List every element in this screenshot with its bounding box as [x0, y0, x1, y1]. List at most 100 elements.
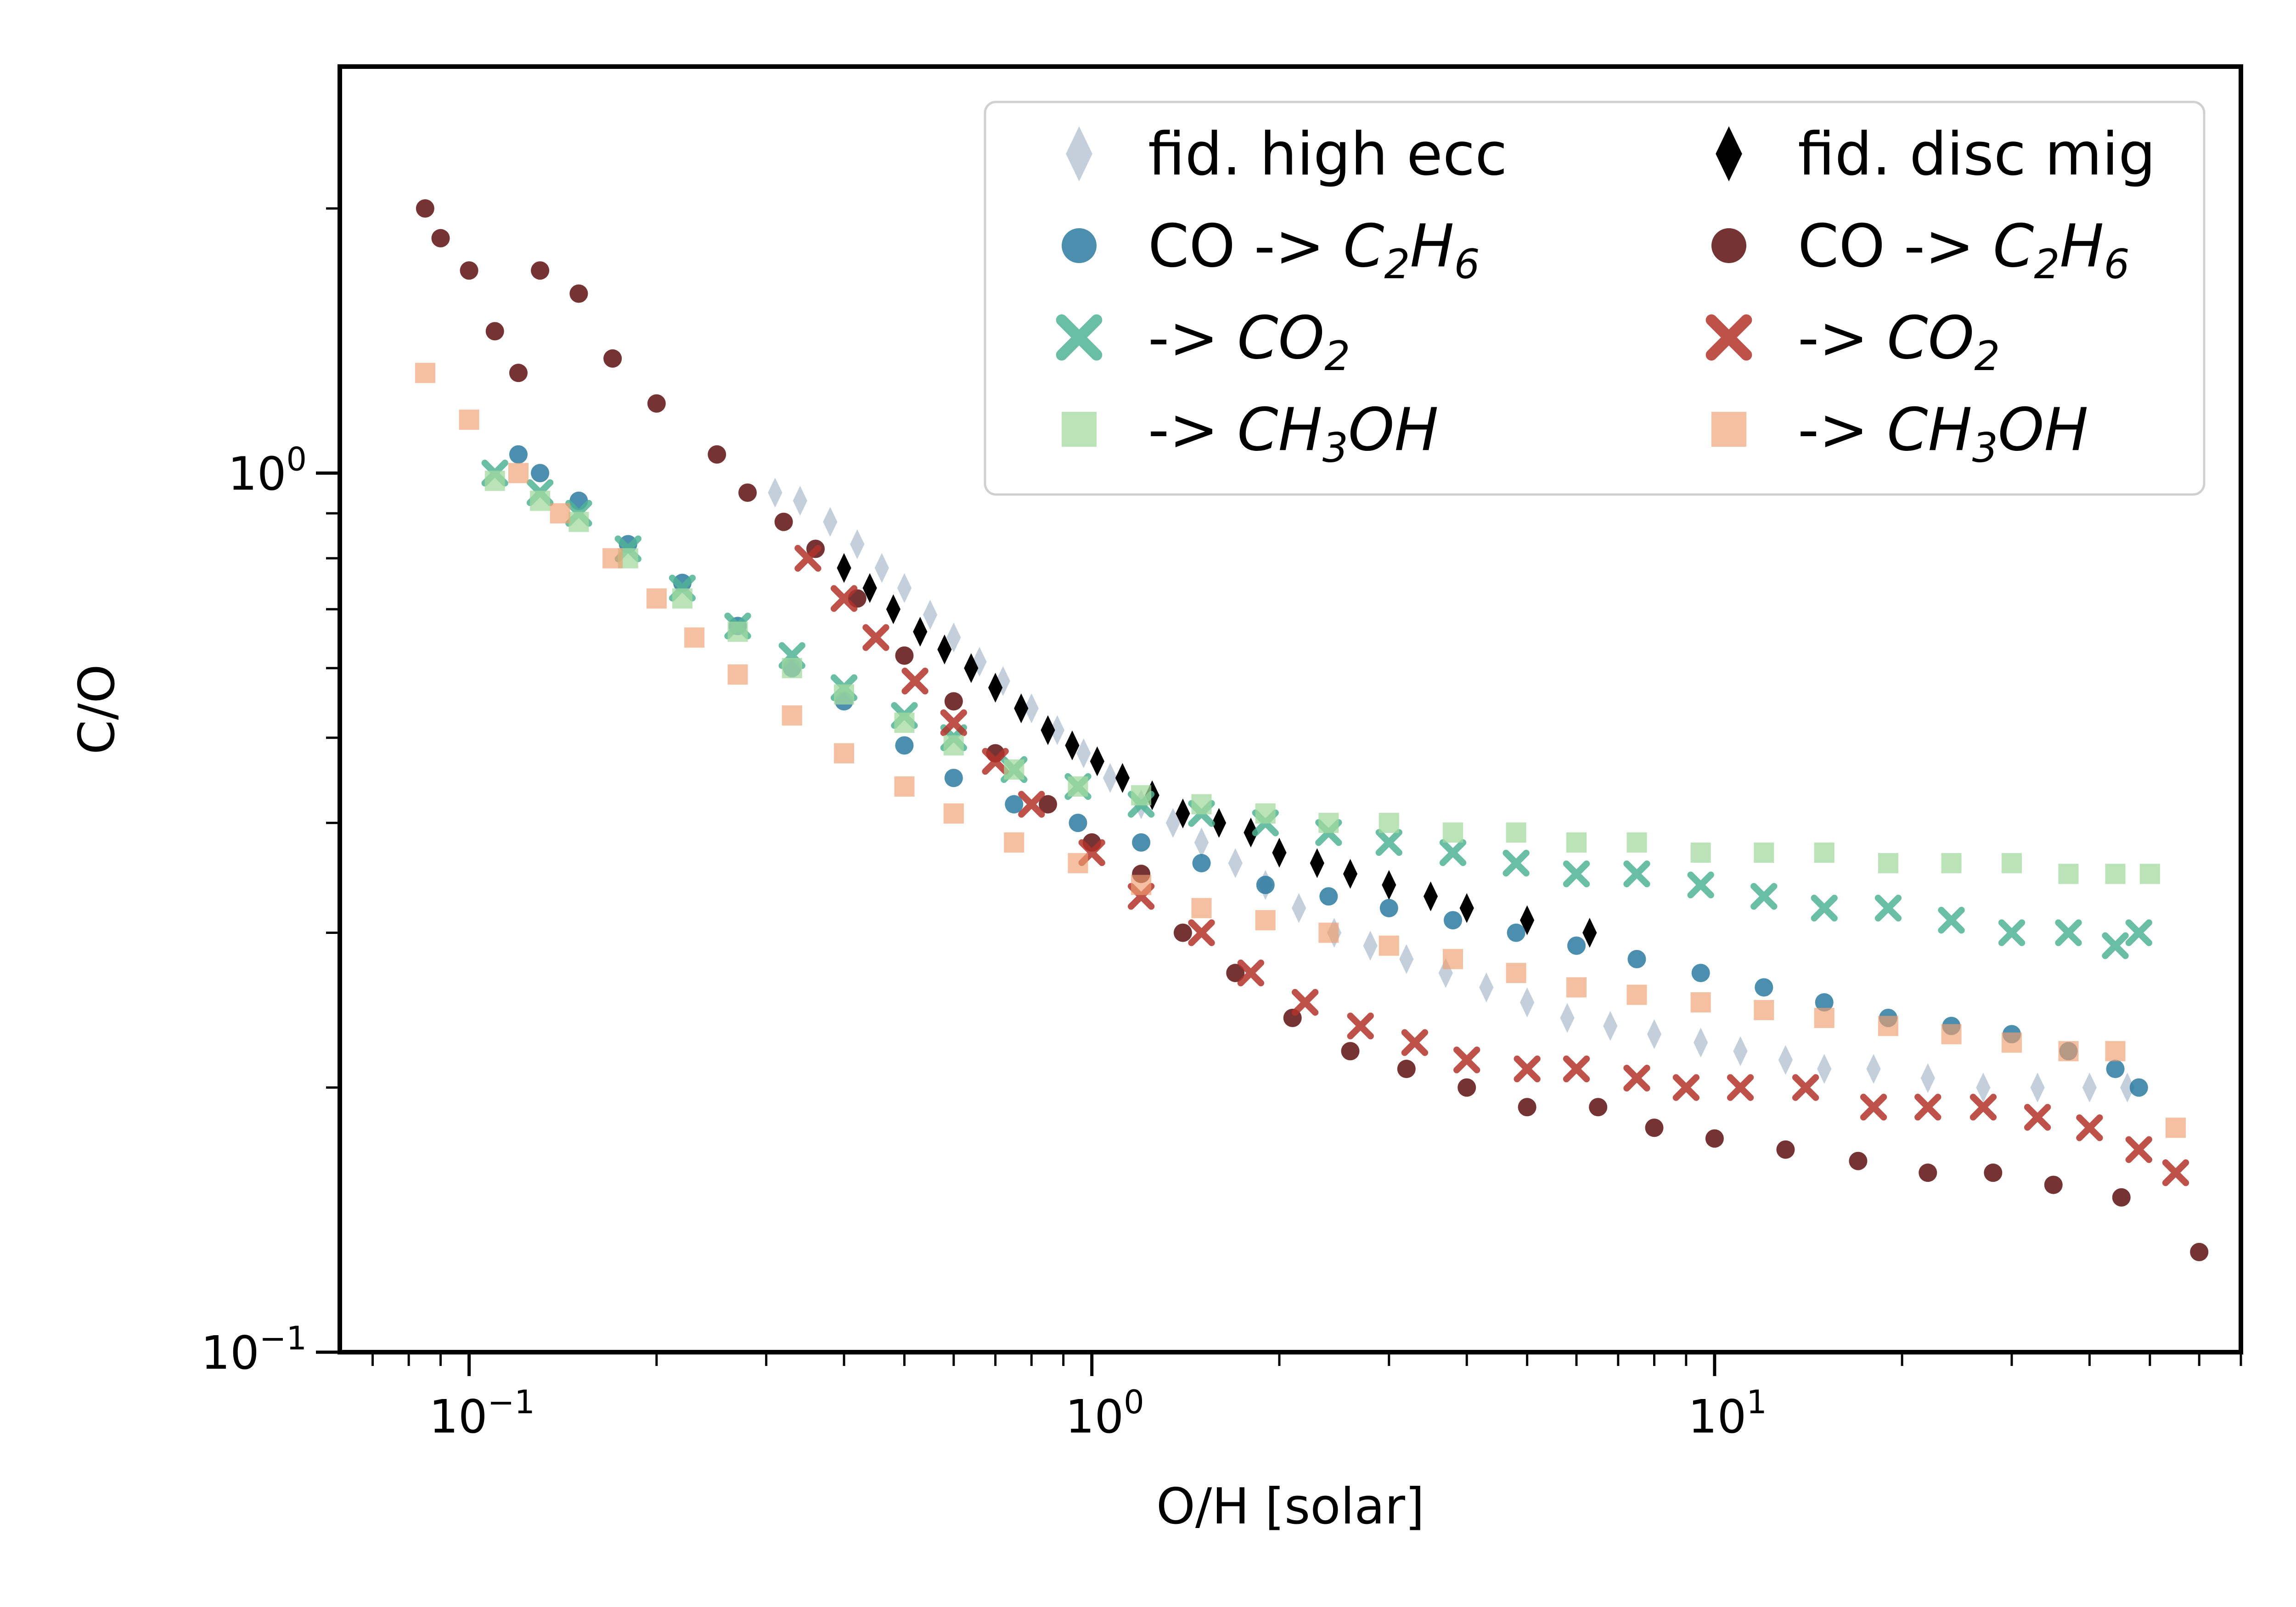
data-point [1068, 776, 1088, 797]
data-point [937, 635, 952, 665]
data-point [1453, 1046, 1480, 1073]
data-point [738, 483, 757, 502]
data-point [1076, 738, 1091, 769]
data-point [2106, 1060, 2125, 1079]
data-point [684, 627, 705, 648]
data-point [768, 478, 782, 508]
data-point [1755, 978, 1773, 997]
data-point [1626, 832, 1647, 853]
data-point [1228, 848, 1243, 878]
legend-marker [1056, 314, 1103, 361]
data-point [1589, 1098, 1608, 1117]
series-ch3oh-disc-mig [415, 363, 2186, 1138]
data-point [940, 709, 968, 736]
legend-label: fid. high ecc [1148, 120, 1508, 189]
data-point [2044, 1175, 2063, 1194]
data-point [774, 512, 793, 531]
data-point [708, 445, 726, 464]
data-point [1687, 871, 1714, 899]
data-point [2082, 1073, 2097, 1103]
data-point [2125, 919, 2152, 946]
data-point [1458, 1078, 1476, 1097]
data-point [1379, 899, 1398, 917]
data-point [1379, 935, 1399, 956]
data-point [2165, 1118, 2186, 1138]
legend-label: CO -> C2H6 [1798, 212, 2130, 288]
legend-marker [1705, 314, 1752, 361]
data-point [459, 410, 479, 430]
data-point [1188, 919, 1215, 946]
data-point [2105, 864, 2126, 884]
legend-item: -> CH3OH [1711, 396, 2088, 472]
data-point [727, 664, 748, 685]
data-point [982, 748, 1009, 775]
data-point [550, 503, 570, 523]
data-point [1503, 849, 1530, 877]
data-point [1115, 763, 1130, 793]
data-point [1069, 814, 1087, 832]
data-point [1514, 1055, 1541, 1083]
data-point [944, 692, 963, 711]
data-point [1603, 1011, 1618, 1041]
data-point [1919, 1163, 1937, 1182]
legend-marker [1711, 412, 1746, 447]
data-point [946, 623, 961, 653]
plot-frame [338, 64, 2243, 1354]
data-point [568, 511, 589, 532]
data-point [943, 803, 964, 824]
legend-item: -> CO2 [1705, 304, 2000, 380]
legend-label: fid. disc mig [1798, 120, 2155, 189]
data-point [1815, 993, 1834, 1012]
data-point [901, 668, 929, 695]
data-point [988, 673, 1003, 703]
data-point [1443, 949, 1463, 969]
data-point [2055, 919, 2082, 946]
data-point [944, 769, 963, 787]
data-point [1878, 853, 1898, 873]
data-point [2030, 1073, 2045, 1103]
data-point [531, 464, 550, 483]
data-point [1005, 795, 1024, 814]
data-point [1754, 843, 1774, 863]
data-point [1506, 963, 1526, 983]
data-point [431, 229, 450, 247]
data-point [508, 463, 529, 483]
data-point [923, 600, 938, 630]
data-point [1065, 730, 1080, 761]
data-point [1459, 893, 1474, 923]
data-point [460, 261, 478, 280]
data-point [1211, 808, 1227, 838]
data-point [1423, 881, 1438, 911]
data-point [1645, 1118, 1664, 1137]
data-point [1131, 875, 1152, 895]
data-point [1291, 989, 1319, 1016]
data-point [1814, 843, 1835, 863]
data-point [727, 621, 748, 642]
data-point [1754, 1000, 1774, 1020]
data-point [782, 658, 802, 679]
data-point [2001, 853, 2022, 873]
data-point [1938, 907, 1965, 934]
legend-marker [1066, 126, 1092, 181]
data-point [1518, 1098, 1536, 1117]
data-point [1439, 839, 1467, 866]
data-point [1941, 1024, 1962, 1045]
plot-points [415, 199, 2209, 1261]
data-point [1750, 883, 1778, 910]
data-point [1567, 936, 1586, 955]
data-point [823, 507, 838, 537]
data-point [913, 617, 928, 647]
data-point [1563, 860, 1590, 888]
data-point [1165, 808, 1181, 838]
data-point [1004, 832, 1024, 853]
data-point [834, 743, 855, 764]
data-point [1244, 817, 1258, 848]
data-point [1237, 959, 1265, 987]
data-point [1984, 1163, 2003, 1182]
data-point [1014, 693, 1029, 724]
data-point [964, 653, 979, 683]
data-point [1814, 1008, 1835, 1028]
data-point [484, 471, 505, 491]
data-point [1941, 853, 1962, 873]
data-point [1024, 693, 1039, 724]
